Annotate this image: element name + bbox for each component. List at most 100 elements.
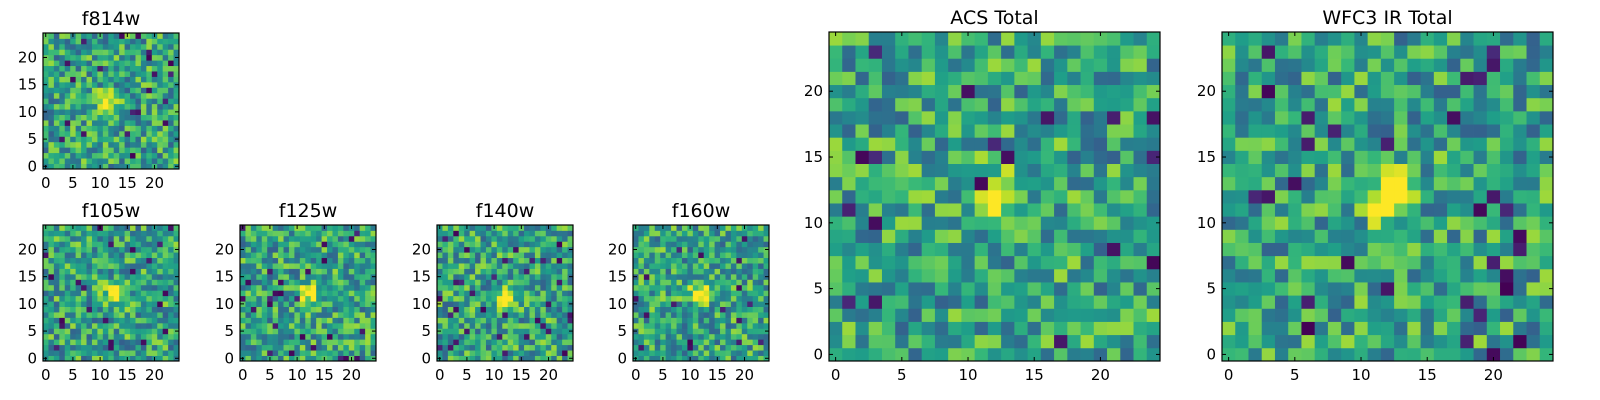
heatmap-cell — [354, 312, 361, 318]
heatmap-cell — [763, 290, 770, 297]
heatmap-cell — [534, 284, 541, 291]
heatmap-cell — [365, 268, 371, 275]
heatmap-cell — [288, 279, 295, 286]
heatmap-cell — [1539, 255, 1554, 270]
heatmap-cell — [102, 306, 109, 313]
heatmap-cell — [709, 284, 715, 291]
heatmap-cell — [162, 114, 169, 121]
heatmap-cell — [1500, 268, 1514, 283]
heatmap-cell — [1067, 321, 1081, 336]
axes-frame — [436, 224, 574, 362]
heatmap-cell — [130, 290, 136, 297]
heatmap-cell — [1539, 268, 1554, 283]
heatmap-cell — [1394, 347, 1408, 362]
heatmap-cell — [720, 317, 726, 324]
y-tick-label: 15 — [608, 268, 627, 286]
heatmap-cell — [649, 295, 656, 302]
heatmap-cell — [86, 65, 93, 72]
heatmap-cell — [1288, 321, 1302, 336]
x-tick-label: 20 — [539, 366, 558, 384]
heatmap-cell — [140, 43, 147, 50]
heatmap-cell — [75, 114, 82, 121]
heatmap-cell — [97, 103, 104, 110]
heatmap-cell — [524, 241, 530, 248]
heatmap-cell — [119, 284, 125, 291]
heatmap-cell — [709, 246, 715, 253]
heatmap-cell — [278, 284, 284, 291]
y-tick-label: 20 — [215, 240, 234, 258]
heatmap-cell — [720, 344, 726, 351]
heatmap-cell — [1027, 216, 1042, 230]
heatmap-cell — [921, 84, 936, 99]
heatmap-cell — [272, 284, 279, 291]
x-tick-label: 20 — [735, 366, 754, 384]
heatmap-cell — [146, 103, 153, 110]
heatmap-cell — [113, 103, 120, 110]
heatmap-cell — [157, 295, 164, 302]
heatmap-cell — [752, 230, 759, 237]
heatmap-cell — [676, 339, 683, 346]
heatmap-cell — [316, 279, 322, 286]
heatmap-cell — [464, 317, 471, 324]
heatmap-cell — [752, 273, 759, 280]
heatmap-cell — [855, 321, 870, 336]
heatmap-cell — [1222, 282, 1236, 296]
heatmap-cell — [1235, 84, 1249, 99]
heatmap-cell — [151, 295, 158, 302]
heatmap-cell — [43, 103, 49, 110]
heatmap-cell — [97, 344, 104, 351]
heatmap-cell — [562, 235, 568, 242]
heatmap-cell — [43, 268, 49, 275]
heatmap-cell — [81, 312, 87, 318]
heatmap-cell — [480, 279, 487, 286]
heatmap-cell — [343, 290, 350, 297]
heatmap-cell — [513, 312, 519, 318]
heatmap-cell — [545, 344, 552, 351]
heatmap-cell — [140, 230, 147, 237]
heatmap-cell — [480, 317, 487, 324]
heatmap-cell — [75, 268, 82, 275]
heatmap-cell — [1486, 32, 1501, 46]
heatmap-cell — [1327, 97, 1342, 112]
heatmap-cell — [1093, 58, 1108, 72]
heatmap-cell — [665, 312, 672, 318]
heatmap-cell — [556, 284, 563, 291]
heatmap-cell — [974, 216, 989, 230]
heatmap-cell — [987, 282, 1002, 296]
heatmap-cell — [469, 317, 476, 324]
heatmap-cell — [1341, 295, 1355, 309]
heatmap-cell — [524, 339, 530, 346]
heatmap-cell — [692, 322, 699, 329]
heatmap-cell — [676, 322, 683, 329]
heatmap-cell — [168, 301, 174, 307]
heatmap-cell — [1093, 150, 1108, 164]
heatmap-cell — [1027, 124, 1042, 138]
heatmap-cell — [135, 43, 142, 50]
heatmap-cell — [59, 92, 66, 99]
heatmap-cell — [1539, 203, 1554, 217]
heatmap-cell — [81, 49, 87, 56]
heatmap-cell — [278, 339, 284, 346]
heatmap-cell — [709, 333, 715, 340]
heatmap-cell — [108, 81, 115, 88]
heatmap-cell — [660, 295, 667, 302]
heatmap-cell — [359, 284, 366, 291]
heatmap-cell — [736, 290, 743, 297]
heatmap-cell — [245, 225, 252, 231]
heatmap-cell — [1433, 282, 1448, 296]
heatmap-cell — [562, 328, 568, 335]
heatmap-cell — [908, 163, 923, 178]
heatmap-cell — [53, 163, 60, 170]
heatmap-cell — [660, 317, 667, 324]
heatmap-cell — [140, 98, 147, 105]
heatmap-cell — [64, 76, 71, 83]
heatmap-cell — [70, 312, 77, 318]
heatmap-cell — [294, 328, 301, 335]
heatmap-cell — [1001, 84, 1015, 99]
heatmap-cell — [146, 60, 153, 67]
heatmap-cell — [168, 295, 174, 302]
heatmap-cell — [763, 350, 770, 356]
heatmap-cell — [1539, 124, 1554, 138]
heatmap-cell — [758, 290, 764, 297]
heatmap-cell — [881, 268, 896, 283]
